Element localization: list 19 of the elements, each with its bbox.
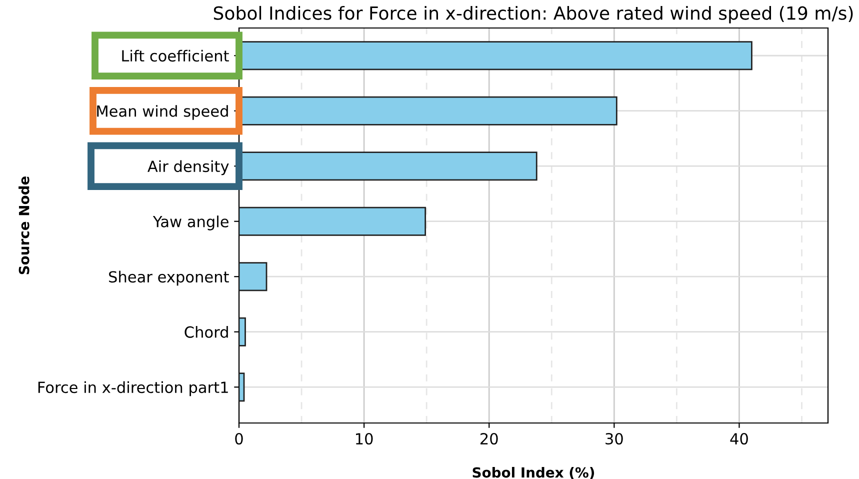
bar bbox=[239, 317, 246, 346]
x-tick-label: 40 bbox=[730, 432, 748, 445]
bar bbox=[239, 372, 245, 402]
y-tick-label: Lift coefficient bbox=[122, 50, 229, 62]
y-tick-label: Shear exponent bbox=[109, 270, 229, 286]
y-tick-label: Mean wind speed bbox=[97, 105, 228, 120]
y-tick-label: Chord bbox=[184, 326, 228, 338]
x-tick-label: 30 bbox=[606, 432, 623, 445]
y-axis-title: Source Node bbox=[18, 176, 30, 274]
x-tick-label: 0 bbox=[235, 432, 243, 445]
y-tick-label: Force in x-direction part1 bbox=[38, 381, 228, 396]
bar bbox=[239, 206, 426, 236]
chart-title: Sobol Indices for Force in x-direction: Above rated wind speed (19 m/s) bbox=[214, 6, 853, 24]
x-tick-label: 20 bbox=[480, 432, 498, 445]
y-tick-label: Air density bbox=[148, 160, 229, 176]
y-tick-label: Yaw angle bbox=[152, 216, 228, 230]
x-axis-title: Sobol Index (%) bbox=[472, 466, 594, 479]
bar bbox=[239, 262, 268, 292]
x-tick-label: 10 bbox=[356, 432, 373, 445]
